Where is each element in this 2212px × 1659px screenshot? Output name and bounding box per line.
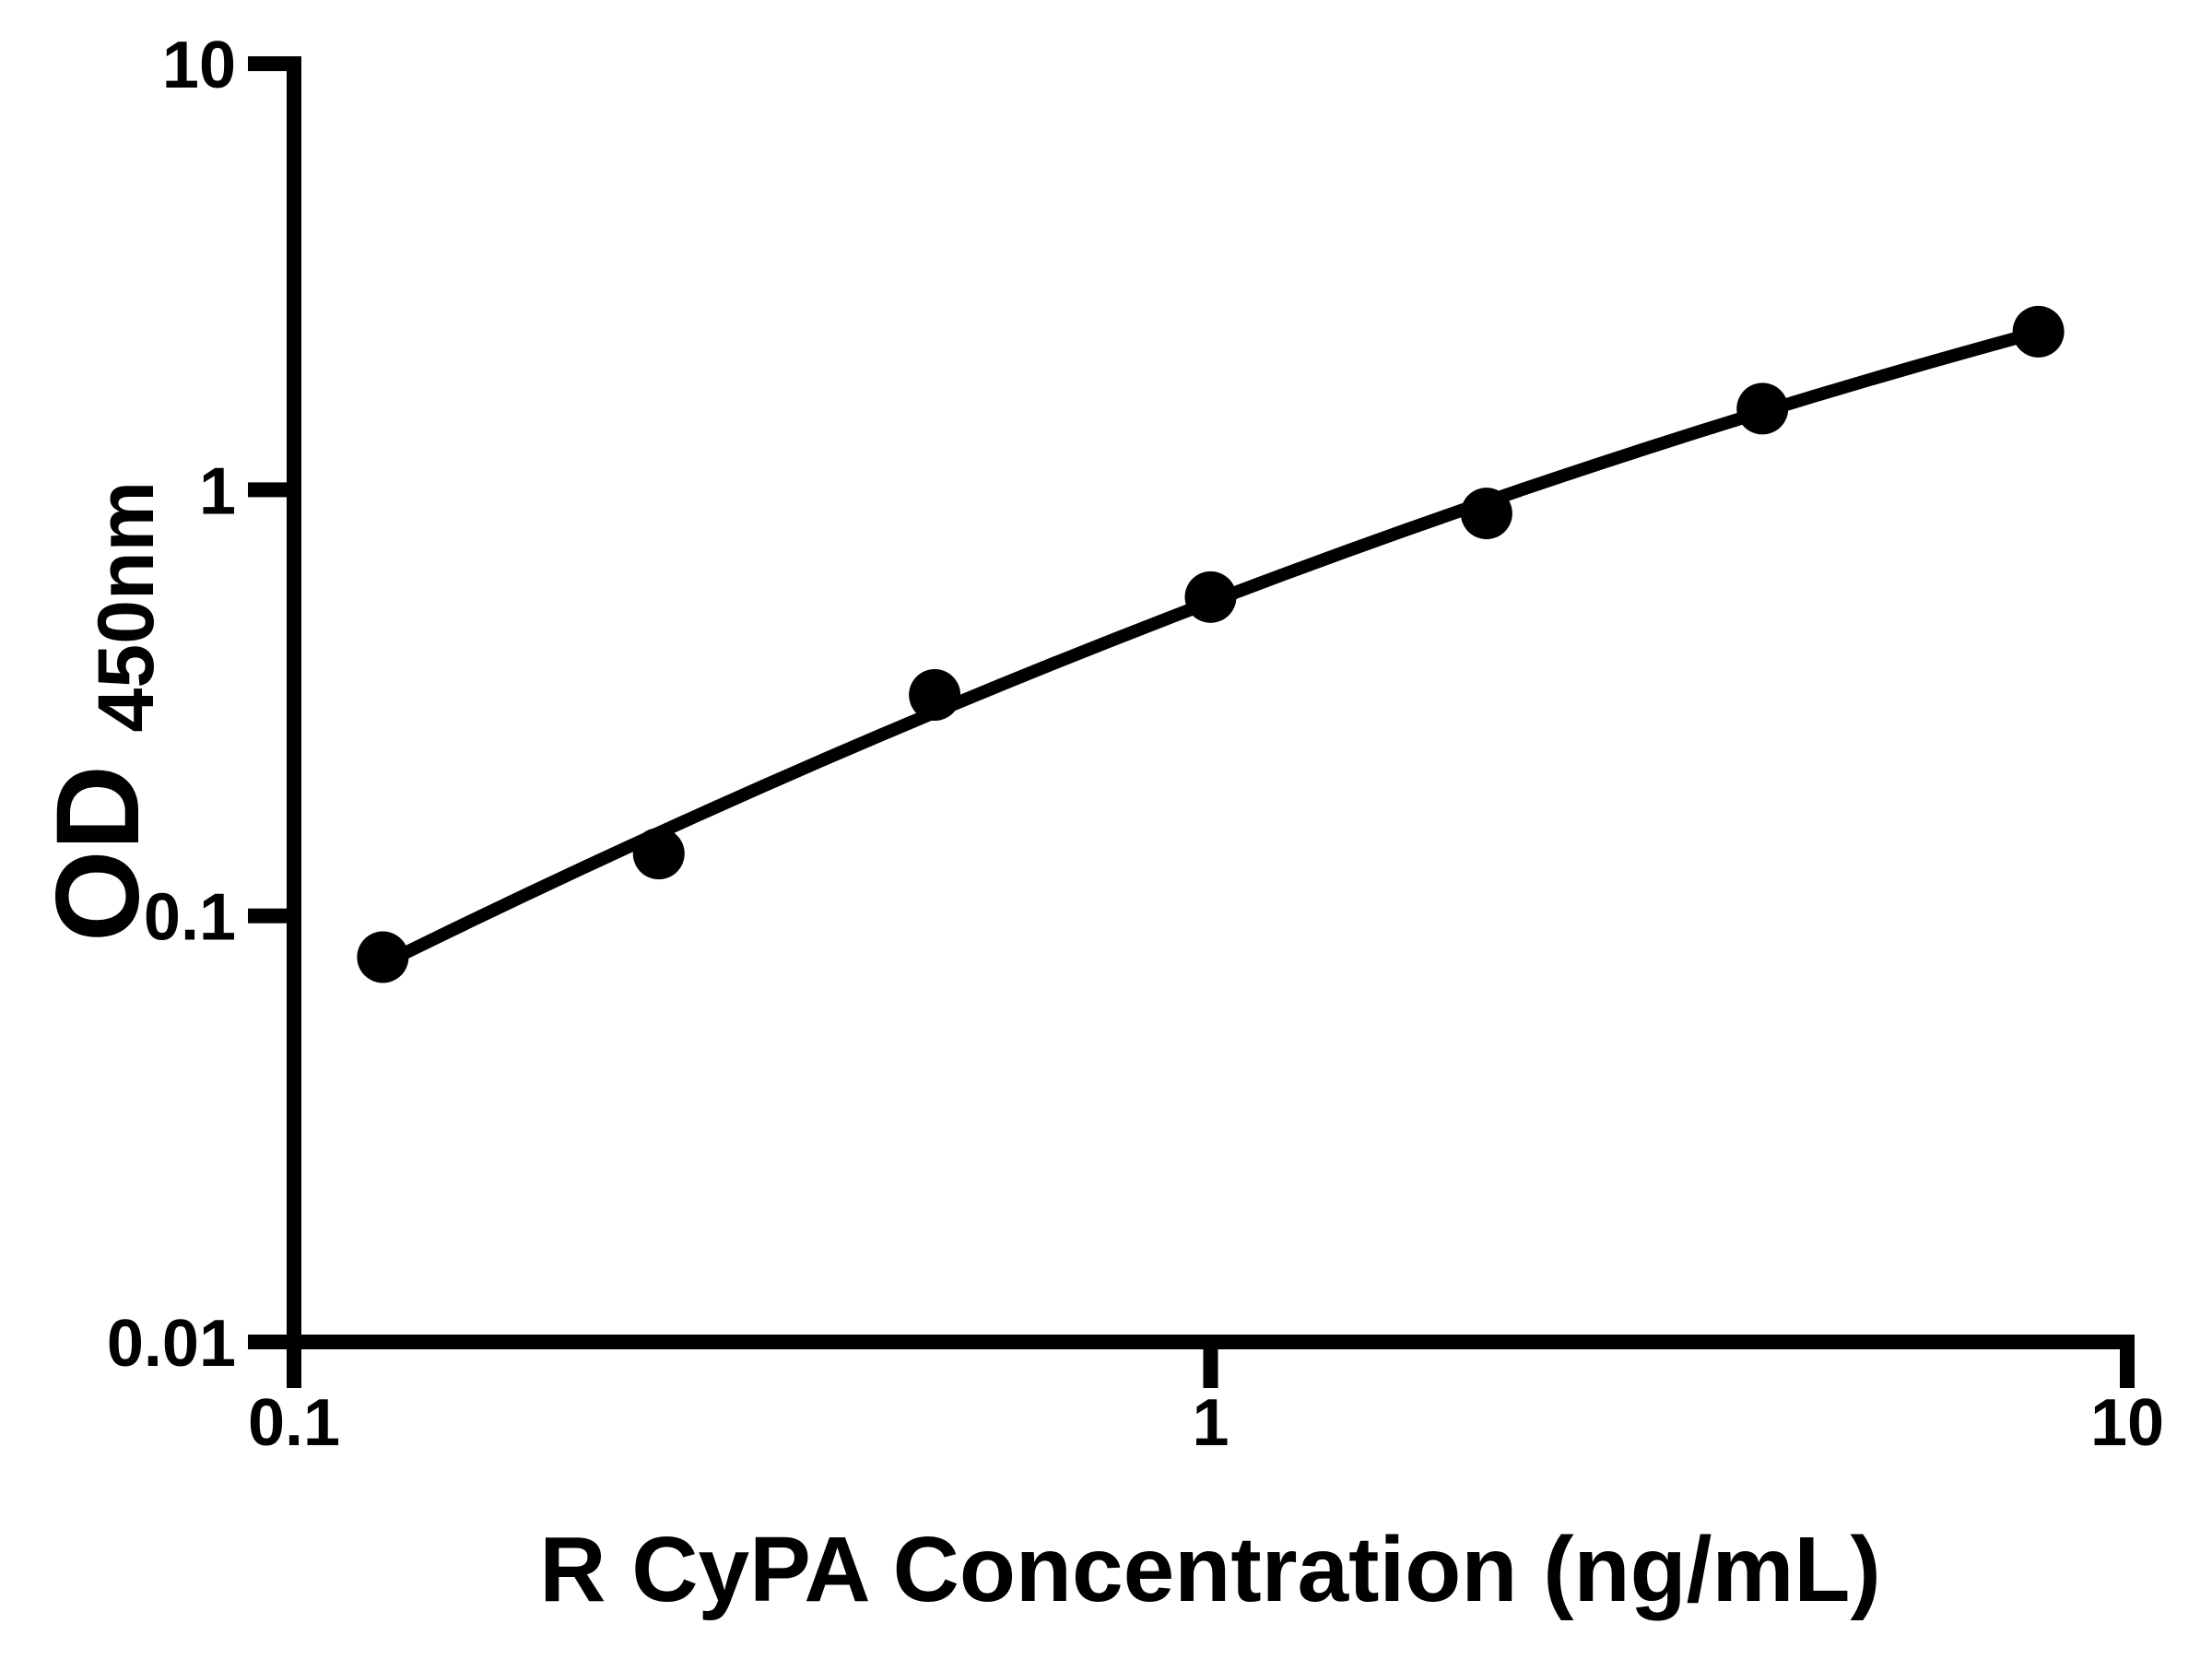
data-point	[1460, 488, 1512, 540]
y-tick-label: 1	[199, 454, 236, 528]
fit-curve-layer	[376, 325, 2045, 971]
y-tick	[248, 908, 287, 924]
y-axis-title-main: OD	[32, 765, 164, 942]
data-point	[357, 931, 409, 983]
x-tick	[287, 1349, 301, 1388]
x-tick	[2120, 1349, 2135, 1388]
x-tick-label: 10	[2090, 1386, 2164, 1460]
y-tick-label: 0.01	[107, 1307, 236, 1381]
data-point	[1736, 382, 1789, 435]
x-tick-label: 1	[1192, 1386, 1229, 1460]
x-axis-title: R CyPA Concentration (ng/mL)	[539, 1518, 1881, 1621]
x-tick	[1203, 1349, 1218, 1388]
y-tick-label: 10	[162, 29, 236, 102]
data-point	[632, 828, 685, 880]
data-point	[2012, 305, 2065, 358]
y-axis-line	[287, 56, 301, 1350]
data-point	[909, 668, 961, 721]
y-tick	[248, 56, 287, 72]
y-tick-label: 0.1	[144, 881, 236, 955]
fit-curve	[376, 325, 2045, 971]
y-axis-title: OD 450nm	[32, 481, 171, 942]
y-tick	[248, 1335, 287, 1349]
data-point	[1184, 571, 1237, 623]
axes-layer	[248, 56, 2135, 1388]
y-tick	[248, 482, 287, 498]
x-axis-line	[287, 1335, 2135, 1349]
data-point-layer	[357, 305, 2065, 983]
y-axis-title-subscript: 450nm	[82, 481, 171, 733]
x-tick-label: 0.1	[248, 1386, 340, 1460]
